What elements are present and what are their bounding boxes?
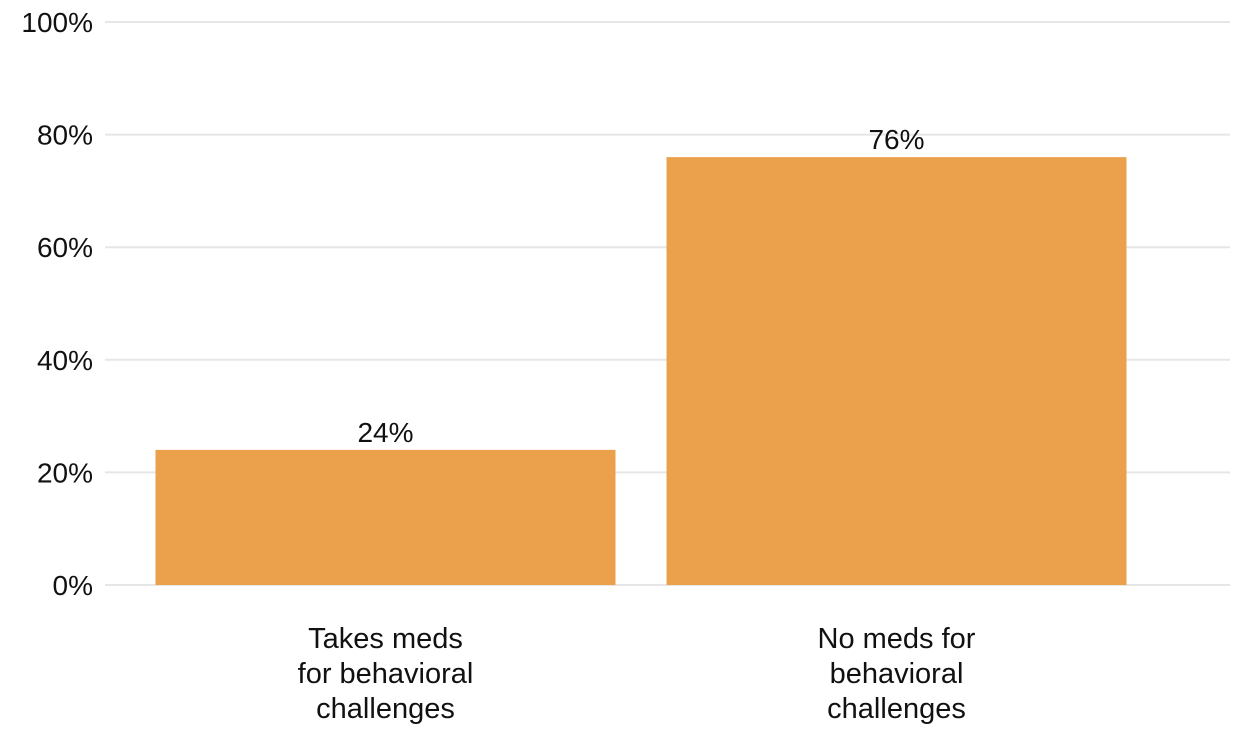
bar-value-label: 76% [868, 124, 924, 155]
y-tick-label: 80% [37, 120, 93, 151]
y-axis-tick-labels: 0% 20% 40% 60% 80% 100% [21, 7, 93, 601]
data-labels: 24% 76% [357, 124, 924, 448]
x-category-label-line: behavioral [830, 658, 964, 690]
y-tick-label: 100% [21, 7, 93, 38]
x-category-label-line: Takes meds [308, 623, 463, 655]
x-category-label: Takes meds for behavioral challenges [298, 623, 474, 725]
x-category-label-line: challenges [316, 693, 455, 725]
x-category-label-line: challenges [827, 693, 966, 725]
bars [155, 157, 1127, 585]
y-tick-label: 40% [37, 345, 93, 376]
x-category-label-line: for behavioral [298, 658, 474, 690]
bar [155, 449, 616, 585]
x-category-label-line: No meds for [818, 623, 976, 655]
bar [666, 157, 1127, 585]
y-tick-label: 60% [37, 232, 93, 263]
bar-value-label: 24% [357, 417, 413, 448]
y-tick-label: 0% [53, 570, 93, 601]
x-category-label: No meds for behavioral challenges [818, 623, 976, 725]
y-tick-label: 20% [37, 457, 93, 488]
